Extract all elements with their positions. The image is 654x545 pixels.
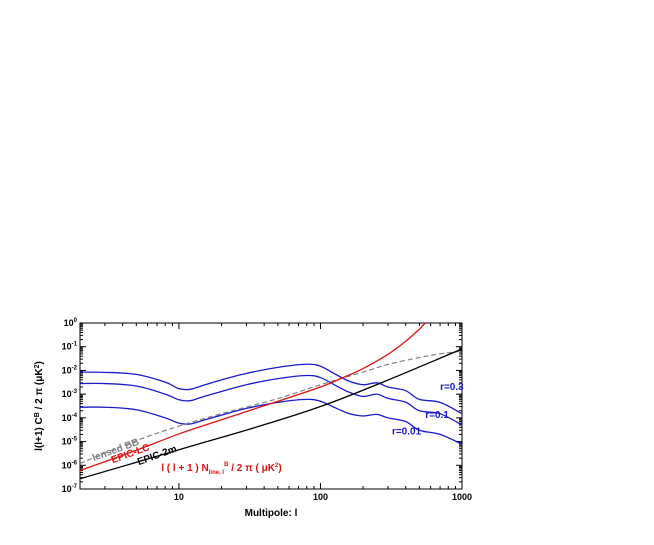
y-tick-exponent: -6 — [72, 460, 78, 466]
y-axis-label-part: ) — [34, 361, 45, 364]
y-tick-exponent: -5 — [72, 437, 78, 443]
formula-sup: B — [224, 462, 229, 468]
y-tick-exponent: -1 — [72, 342, 78, 348]
series-line-r-0-1 — [80, 374, 462, 426]
series-line-epic-2m — [80, 348, 462, 480]
y-axis-label-part: / 2 π (μK — [34, 368, 45, 413]
y-tick-base: 10 — [62, 484, 72, 494]
y-tick-exponent: -2 — [72, 365, 78, 371]
annotation-2: r=0.01 — [392, 426, 422, 437]
formula-sup: 2 — [275, 463, 279, 469]
y-tick-label: 10-6 — [62, 460, 78, 470]
y-tick-label: 10-3 — [62, 389, 78, 399]
y-tick-exponent: -4 — [72, 413, 78, 419]
plot-frame — [79, 322, 463, 490]
series-line-epic-lc — [80, 323, 426, 472]
annotation-0: r=0.3 — [440, 382, 464, 393]
y-tick-base: 10 — [64, 318, 74, 328]
annotation-1: r=0.1 — [425, 410, 449, 421]
formula-part: l ( l + 1 ) N — [161, 463, 209, 474]
x-tick-label: 10 — [174, 492, 184, 502]
series-group — [80, 323, 462, 480]
x-tick-label: 1000 — [452, 492, 472, 502]
y-tick-base: 10 — [62, 389, 72, 399]
y-tick-exponent: -3 — [72, 389, 78, 395]
plot-curves — [80, 323, 462, 480]
y-tick-label: 10-5 — [62, 437, 78, 447]
y-tick-label: 10-7 — [62, 484, 78, 494]
series-line-lensed-bb — [80, 350, 462, 464]
y-tick-base: 10 — [62, 437, 72, 447]
formula-sub: line, l — [209, 470, 225, 476]
y-axis-label: l(l+1) CB / 2 π (μK2) — [34, 361, 46, 451]
y-tick-label: 10-2 — [62, 365, 78, 375]
formula-part: ) — [278, 463, 281, 474]
y-tick-base: 10 — [62, 460, 72, 470]
x-tick-label: 100 — [313, 492, 328, 502]
annotation-6: l ( l + 1 ) Nline, l B / 2 π ( μK2) — [161, 462, 281, 476]
x-axis-label: Multipole: l — [245, 508, 298, 519]
y-tick-label: 10-4 — [62, 413, 78, 423]
y-axis-label-part: l(l+1) C — [34, 417, 45, 451]
y-tick-base: 10 — [62, 413, 72, 423]
y-tick-base: 10 — [62, 365, 72, 375]
series-line-r-0-01 — [80, 398, 462, 445]
y-tick-exponent: -7 — [72, 484, 78, 490]
y-tick-label: 100 — [64, 318, 78, 328]
series-line-r-0-3 — [80, 363, 462, 415]
formula-part: / 2 π ( μK — [228, 463, 275, 474]
y-tick-base: 10 — [62, 342, 72, 352]
y-tick-exponent: 0 — [74, 318, 78, 324]
y-tick-label: 10-1 — [62, 342, 78, 352]
y-axis-label-sup: 2 — [34, 364, 41, 368]
y-axis-label-sup: B — [34, 412, 41, 417]
